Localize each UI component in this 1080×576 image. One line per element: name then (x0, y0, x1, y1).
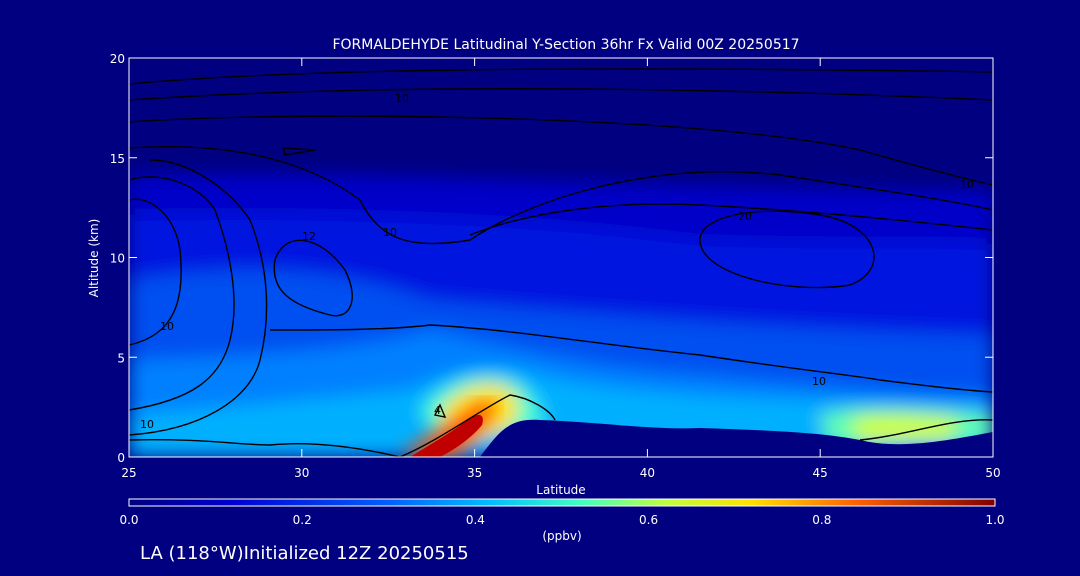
contour-label: 12 (302, 230, 316, 243)
x-axis-ticks: 25 30 35 40 45 50 (121, 58, 1001, 480)
contour-label: 10 (812, 375, 826, 388)
x-tick-label: 40 (640, 466, 655, 480)
contour-label: 10 (140, 418, 154, 431)
chart-title: FORMALDEHYDE Latitudinal Y-Section 36hr … (332, 37, 799, 53)
contour-label-group: 10 20 10 10 4 10 10 12 10 (140, 92, 974, 431)
contour-lines (129, 68, 993, 457)
colorbar-tick-label: 0.4 (466, 513, 485, 527)
x-tick-label: 30 (294, 466, 309, 480)
contour-label: 10 (395, 92, 409, 105)
colorbar-tick-label: 0.2 (293, 513, 312, 527)
y-axis-ticks: 0 5 10 15 20 (110, 52, 993, 465)
contour-label: 20 (738, 210, 752, 223)
x-tick-label: 35 (467, 466, 482, 480)
y-tick-label: 20 (110, 52, 125, 66)
contour-label: 4 (434, 404, 441, 417)
concentration-field (129, 173, 993, 457)
colorbar-ticks: 0.0 0.2 0.4 0.6 0.8 1.0 (119, 513, 1004, 527)
colorbar (128, 498, 996, 507)
contour-label: 10 (960, 178, 974, 191)
x-tick-label: 50 (985, 466, 1000, 480)
x-tick-label: 25 (121, 466, 136, 480)
colorbar-label: (ppbv) (542, 529, 581, 543)
colorbar-tick-label: 0.6 (639, 513, 658, 527)
y-tick-label: 10 (110, 252, 125, 266)
y-tick-label: 15 (110, 152, 125, 166)
x-axis-label: Latitude (536, 483, 585, 497)
colorbar-tick-label: 1.0 (985, 513, 1004, 527)
colorbar-tick-label: 0.0 (119, 513, 138, 527)
y-tick-label: 5 (117, 351, 125, 365)
colorbar-tick-label: 0.8 (812, 513, 831, 527)
x-tick-label: 45 (813, 466, 828, 480)
contour-label: 10 (160, 320, 174, 333)
y-axis-label: Altitude (km) (87, 219, 101, 298)
footer-text: LA (118°W)Initialized 12Z 20250515 (140, 543, 469, 564)
y-tick-label: 0 (117, 451, 125, 465)
contour-label: 10 (383, 226, 397, 239)
